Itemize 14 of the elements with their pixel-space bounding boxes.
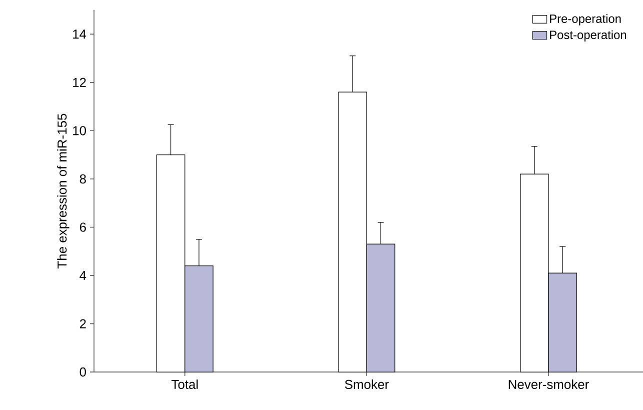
x-tick-label: Never-smoker <box>508 380 589 390</box>
y-tick-label: 10 <box>73 126 86 136</box>
y-axis-title: The expression of miR-155 <box>57 114 70 268</box>
y-tick-label: 2 <box>80 319 86 328</box>
y-tick-label: 6 <box>80 222 86 232</box>
y-tick-label: 8 <box>80 174 86 184</box>
y-tick-label: 0 <box>80 367 86 377</box>
legend-label: Pre-operation <box>550 14 621 26</box>
x-tick-label: Total <box>172 380 198 390</box>
x-tick-label: Smoker <box>344 380 389 390</box>
y-tick-label: 12 <box>73 78 86 87</box>
y-tick-label: 4 <box>80 271 86 280</box>
legend-label: Post-operation <box>550 30 626 42</box>
y-tick-label: 14 <box>73 30 86 39</box>
